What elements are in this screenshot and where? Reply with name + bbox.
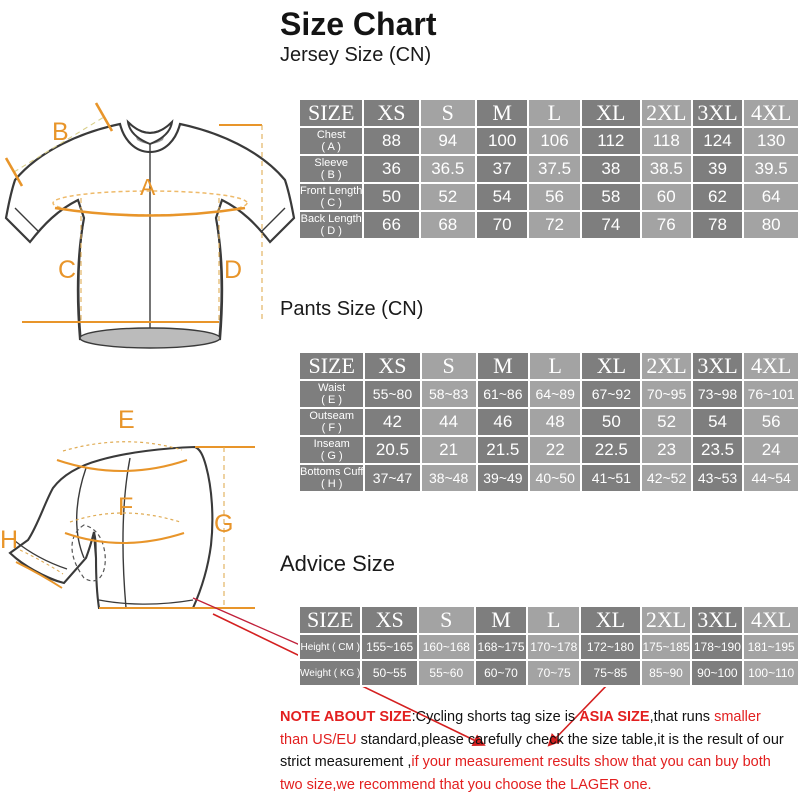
svg-text:B: B — [52, 118, 69, 146]
svg-text:C: C — [58, 256, 76, 284]
svg-text:D: D — [224, 256, 242, 284]
svg-text:A: A — [140, 174, 156, 200]
svg-text:E: E — [118, 406, 135, 434]
svg-text:H: H — [0, 526, 18, 554]
svg-text:F: F — [118, 493, 133, 521]
svg-text:G: G — [214, 510, 233, 538]
